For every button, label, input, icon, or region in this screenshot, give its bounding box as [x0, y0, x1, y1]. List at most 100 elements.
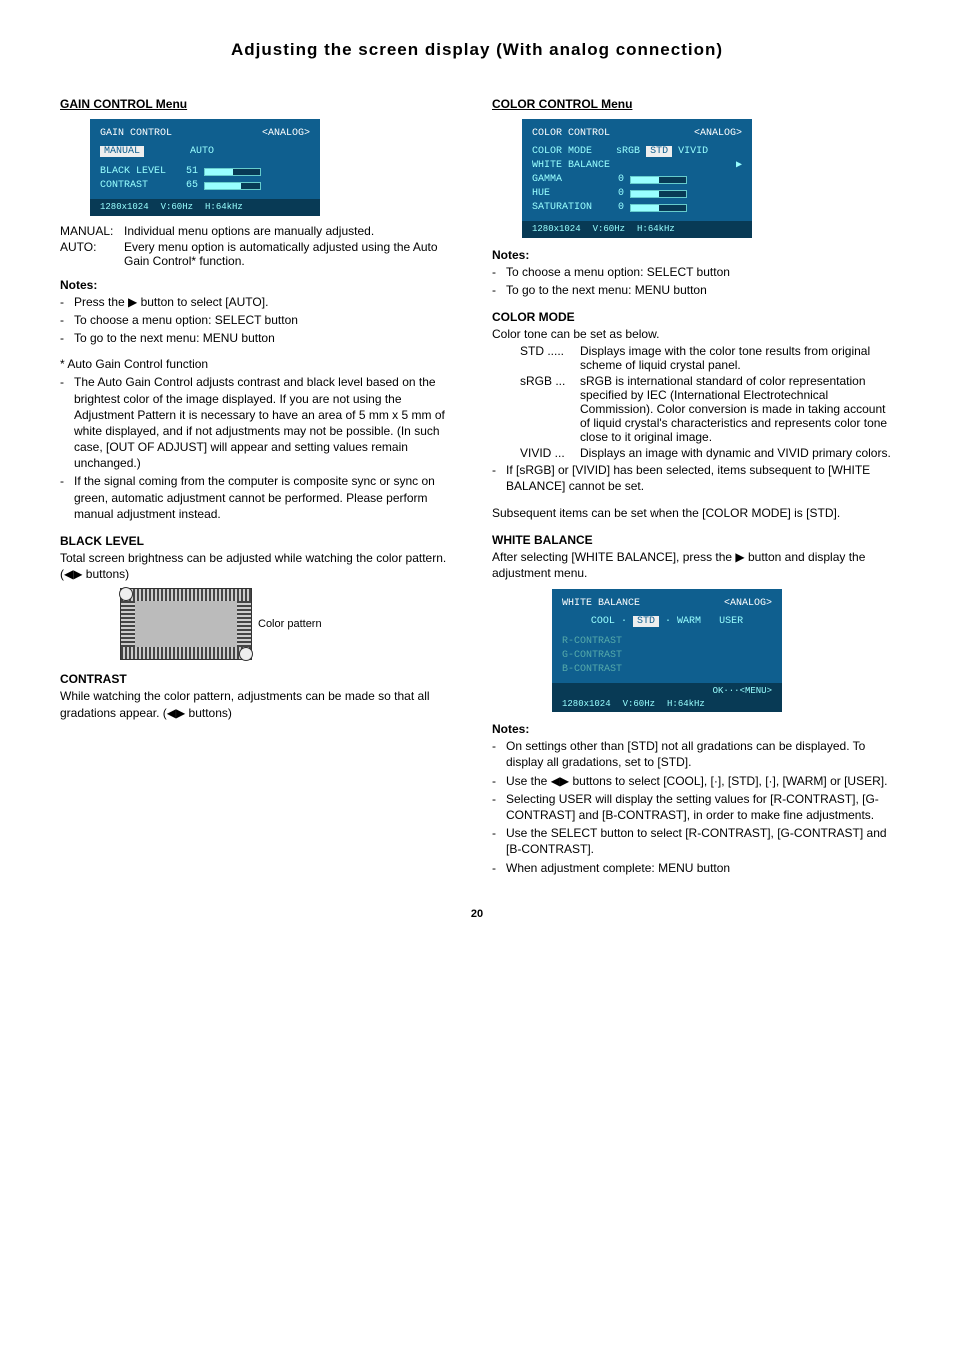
- color-pattern-label: Color pattern: [258, 618, 322, 630]
- wb-notes-list: On settings other than [STD] not all gra…: [492, 738, 894, 876]
- note-item: When adjustment complete: MENU button: [492, 860, 894, 876]
- osd-auto: AUTO: [190, 146, 214, 157]
- osd-black-level-label: BLACK LEVEL: [100, 165, 180, 179]
- wb-user: USER: [719, 616, 743, 627]
- contrast-text: While watching the color pattern, adjust…: [60, 688, 462, 720]
- color-mode-head: COLOR MODE: [492, 310, 894, 324]
- color-mode-intro: Color tone can be set as below.: [492, 326, 894, 342]
- wb-dot: ·: [621, 616, 627, 627]
- note-item: On settings other than [STD] not all gra…: [492, 738, 894, 770]
- wb-head: WHITE BALANCE: [492, 533, 894, 547]
- osd-bar: [204, 182, 261, 190]
- color-notes-list: To choose a menu option: SELECT button T…: [492, 264, 894, 298]
- osd-footer-h: H:64kHz: [667, 698, 705, 711]
- def-auto-text: Every menu option is automatically adjus…: [124, 240, 462, 268]
- gain-footnotes-list: The Auto Gain Control adjusts contrast a…: [60, 374, 462, 522]
- right-column: COLOR CONTROL Menu COLOR CONTROL <ANALOG…: [492, 85, 894, 878]
- mode-vivid-text: Displays an image with dynamic and VIVID…: [580, 446, 894, 460]
- osd-mode-tag: <ANALOG>: [694, 127, 742, 141]
- mode-std-text: Displays image with the color tone resul…: [580, 344, 894, 372]
- osd-white-balance: WHITE BALANCE: [532, 159, 610, 173]
- osd-vivid: VIVID: [678, 146, 708, 157]
- osd-manual: MANUAL: [100, 146, 144, 157]
- page-title: Adjusting the screen display (With analo…: [60, 40, 894, 60]
- mode-srgb-label: sRGB ...: [520, 374, 580, 444]
- osd-hue-label: HUE: [532, 187, 612, 201]
- footnote-head: * Auto Gain Control function: [60, 356, 462, 372]
- osd-footer-res: 1280x1024: [562, 698, 611, 711]
- wb-std: STD: [633, 616, 659, 627]
- osd-srgb: sRGB: [616, 146, 640, 157]
- subsequent-text: Subsequent items can be set when the [CO…: [492, 505, 894, 521]
- gain-osd: GAIN CONTROL <ANALOG> MANUAL AUTO BLACK …: [90, 119, 320, 216]
- black-level-text: Total screen brightness can be adjusted …: [60, 550, 462, 582]
- gain-heading: GAIN CONTROL Menu: [60, 97, 462, 111]
- black-level-head: BLACK LEVEL: [60, 534, 462, 548]
- gain-notes-list: Press the ▶ button to select [AUTO]. To …: [60, 294, 462, 347]
- mode-note: If [sRGB] or [VIVID] has been selected, …: [492, 462, 894, 494]
- osd-mode-tag: <ANALOG>: [724, 597, 772, 611]
- color-heading: COLOR CONTROL Menu: [492, 97, 894, 111]
- osd-title: COLOR CONTROL: [532, 127, 610, 141]
- footnote-item: The Auto Gain Control adjusts contrast a…: [60, 374, 462, 471]
- footnote-item: If the signal coming from the computer i…: [60, 473, 462, 522]
- note-item: Press the ▶ button to select [AUTO].: [60, 294, 462, 310]
- def-auto: AUTO: Every menu option is automatically…: [60, 240, 462, 268]
- osd-contrast-label: CONTRAST: [100, 179, 180, 193]
- osd-black-level-value: 51: [186, 165, 198, 179]
- osd-hue-val: 0: [618, 187, 624, 201]
- triangle-right-icon: ▶: [736, 159, 742, 173]
- contrast-head: CONTRAST: [60, 672, 462, 686]
- osd-sat-val: 0: [618, 201, 624, 215]
- mode-note-list: If [sRGB] or [VIVID] has been selected, …: [492, 462, 894, 494]
- osd-footer-h: H:64kHz: [637, 223, 675, 236]
- wb-g-contrast: G-CONTRAST: [562, 649, 772, 663]
- color-pattern-diagram: [120, 588, 252, 660]
- osd-footer-h: H:64kHz: [205, 201, 243, 214]
- osd-contrast-value: 65: [186, 179, 198, 193]
- osd-footer-res: 1280x1024: [532, 223, 581, 236]
- def-manual-text: Individual menu options are manually adj…: [124, 224, 374, 238]
- pattern-wrap: Color pattern: [120, 588, 462, 660]
- left-column: GAIN CONTROL Menu GAIN CONTROL <ANALOG> …: [60, 85, 462, 878]
- osd-footer-v: V:60Hz: [593, 223, 625, 236]
- notes-head: Notes:: [492, 248, 894, 262]
- wb-dot: ·: [665, 616, 671, 627]
- osd-title: GAIN CONTROL: [100, 127, 172, 141]
- osd-footer-v: V:60Hz: [161, 201, 193, 214]
- note-item: To choose a menu option: SELECT button: [492, 264, 894, 280]
- mode-std-label: STD .....: [520, 344, 580, 372]
- note-item: Use the ◀▶ buttons to select [COOL], [·]…: [492, 773, 894, 789]
- mode-srgb-text: sRGB is international standard of color …: [580, 374, 894, 444]
- wb-cool: COOL: [591, 616, 615, 627]
- osd-bar: [630, 190, 687, 198]
- content-columns: GAIN CONTROL Menu GAIN CONTROL <ANALOG> …: [60, 85, 894, 878]
- mode-vivid-label: VIVID ...: [520, 446, 580, 460]
- def-manual-label: MANUAL:: [60, 224, 124, 238]
- osd-mode-tag: <ANALOG>: [262, 127, 310, 141]
- osd-std: STD: [646, 146, 672, 157]
- page-number: 20: [60, 908, 894, 920]
- osd-bar: [630, 204, 687, 212]
- note-item: To choose a menu option: SELECT button: [60, 312, 462, 328]
- notes-head: Notes:: [60, 278, 462, 292]
- note-item: To go to the next menu: MENU button: [60, 330, 462, 346]
- note-item: Selecting USER will display the setting …: [492, 791, 894, 823]
- osd-gamma-label: GAMMA: [532, 173, 612, 187]
- osd-footer-res: 1280x1024: [100, 201, 149, 214]
- osd-title: WHITE BALANCE: [562, 597, 640, 611]
- def-manual: MANUAL: Individual menu options are manu…: [60, 224, 462, 238]
- note-item: Use the SELECT button to select [R-CONTR…: [492, 825, 894, 857]
- color-osd: COLOR CONTROL <ANALOG> COLOR MODE sRGB S…: [522, 119, 752, 238]
- osd-bar: [204, 168, 261, 176]
- osd-color-mode-label: COLOR MODE: [532, 146, 592, 157]
- mode-definitions: STD ..... Displays image with the color …: [520, 344, 894, 460]
- osd-bar: [630, 176, 687, 184]
- osd-footer-v: V:60Hz: [623, 698, 655, 711]
- notes-head: Notes:: [492, 722, 894, 736]
- osd-sat-label: SATURATION: [532, 201, 612, 215]
- def-auto-label: AUTO:: [60, 240, 124, 268]
- osd-gamma-val: 0: [618, 173, 624, 187]
- wb-osd: WHITE BALANCE <ANALOG> COOL · STD · WARM…: [552, 589, 782, 712]
- wb-r-contrast: R-CONTRAST: [562, 635, 772, 649]
